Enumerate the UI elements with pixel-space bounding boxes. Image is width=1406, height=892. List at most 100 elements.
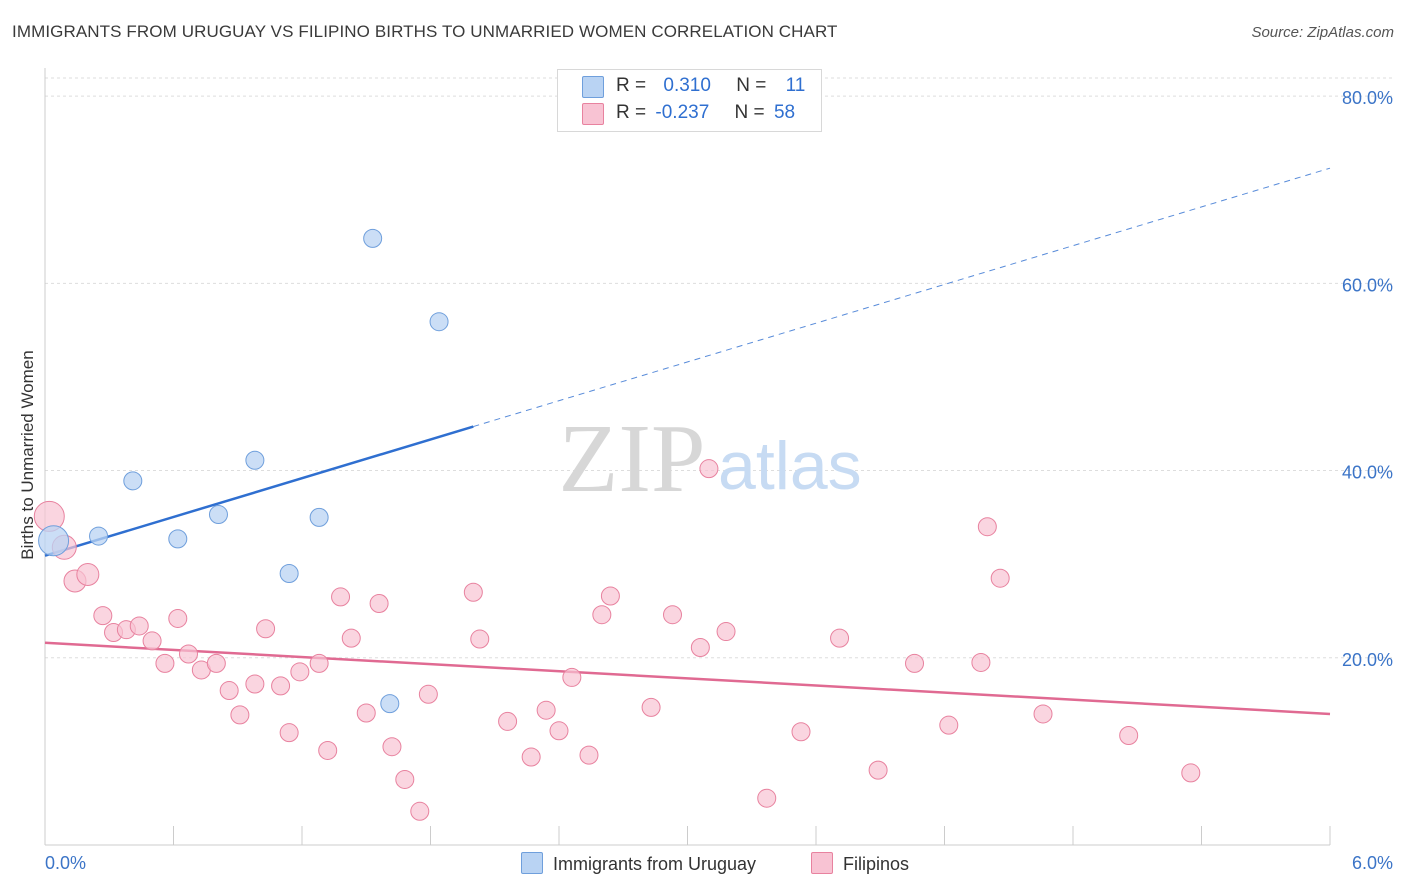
data-point-filipinos [178,644,198,664]
y-tick-label: 20.0% [1342,650,1393,670]
data-point-filipinos [1181,763,1201,783]
data-point-filipinos [271,676,291,696]
data-point-filipinos [290,662,310,682]
data-point-filipinos [168,608,188,628]
legend-swatch-uruguay [582,76,604,98]
data-point-filipinos [331,587,351,607]
data-point-filipinos [76,562,100,586]
legend-n-value: 11 [785,75,806,96]
data-point-filipinos [830,628,850,648]
data-point-filipinos [971,652,991,672]
data-point-filipinos [592,605,612,625]
legend-label-uruguay: Immigrants from Uruguay [553,854,757,874]
data-point-uruguay [245,450,265,470]
trend-line-filipinos [44,641,1331,716]
data-points [33,228,1201,821]
data-point-uruguay [38,525,70,557]
y-tick-label: 60.0% [1342,275,1393,295]
data-point-filipinos [1033,704,1053,724]
data-point-uruguay [279,564,299,584]
legend-swatch-filipinos [582,103,604,125]
data-point-filipinos [868,760,888,780]
data-point-uruguay [429,312,449,332]
legend-label-filipinos: Filipinos [843,854,910,874]
data-point-filipinos [716,622,736,642]
data-point-filipinos [536,700,556,720]
data-point-filipinos [206,653,226,673]
data-point-filipinos [521,747,541,767]
data-point-filipinos [395,769,415,789]
legend-n-label: N = [736,75,767,96]
data-point-filipinos [463,582,483,602]
data-point-filipinos [562,667,582,687]
legend-r-value: -0.237 [655,102,710,123]
data-point-filipinos [757,788,777,808]
legend-item-filipinos: Filipinos [811,852,909,875]
legend-n-value: 58 [773,102,796,123]
data-point-uruguay [208,505,228,525]
data-point-filipinos [155,653,175,673]
data-point-filipinos [699,459,719,479]
data-point-filipinos [219,681,239,701]
data-point-filipinos [663,605,683,625]
watermark-atlas: atlas [718,428,862,504]
data-point-filipinos [245,674,265,694]
data-point-uruguay [363,228,383,248]
trend-line-uruguay-extension [473,167,1331,428]
source-credit: Source: ZipAtlas.com [1251,24,1394,41]
data-point-filipinos [990,568,1010,588]
data-point-filipinos [470,629,490,649]
legend-swatch-uruguay [521,852,543,874]
data-point-filipinos [791,722,811,742]
data-point-filipinos [369,593,389,613]
legend-n-label: N = [734,102,765,123]
legend-r-label: R = [616,75,647,96]
watermark: ZIP atlas [559,405,862,513]
data-point-filipinos [256,619,276,639]
x-tick-label: 0.0% [45,853,86,873]
data-point-filipinos [549,721,569,741]
data-point-filipinos [905,653,925,673]
legend-swatch-filipinos [811,852,833,874]
grid-lines [45,77,1395,659]
x-tick-label: 6.0% [1352,853,1393,873]
data-point-filipinos [498,711,518,731]
tick-labels: 20.0% 40.0% 60.0% 80.0% 0.0% 6.0% [45,88,1393,873]
data-point-uruguay [380,694,400,714]
data-point-uruguay [123,471,143,491]
data-point-filipinos [690,637,710,657]
data-point-uruguay [168,529,188,549]
data-point-filipinos [129,616,149,636]
trend-line-uruguay [44,425,474,557]
data-point-filipinos [382,737,402,757]
axes [44,68,1331,846]
data-point-uruguay [309,507,329,527]
data-point-filipinos [641,697,661,717]
data-point-filipinos [93,606,113,626]
data-point-filipinos [341,628,361,648]
y-tick-label: 40.0% [1342,463,1393,483]
watermark-zip: ZIP [559,405,706,513]
data-point-uruguay [89,526,109,546]
data-point-filipinos [142,631,162,651]
data-point-filipinos [318,740,338,760]
legend-r-label: R = [616,102,647,123]
chart-title: IMMIGRANTS FROM URUGUAY VS FILIPINO BIRT… [12,22,838,41]
legend-item-uruguay: Immigrants from Uruguay [521,852,756,875]
data-point-filipinos [279,723,299,743]
data-point-filipinos [939,715,959,735]
legend-r-value: 0.310 [663,75,711,96]
trend-lines [44,167,1331,716]
data-point-filipinos [418,684,438,704]
data-point-filipinos [600,586,620,606]
data-point-filipinos [579,745,599,765]
data-point-filipinos [230,705,250,725]
data-point-filipinos [1119,725,1139,745]
data-point-filipinos [356,703,376,723]
y-tick-label: 80.0% [1342,88,1393,108]
data-point-filipinos [977,517,997,537]
data-point-filipinos [410,801,430,821]
correlation-legend: R = 0.310 N = 11 R = -0.237 N = 58 [557,69,822,132]
data-point-filipinos [309,653,329,673]
